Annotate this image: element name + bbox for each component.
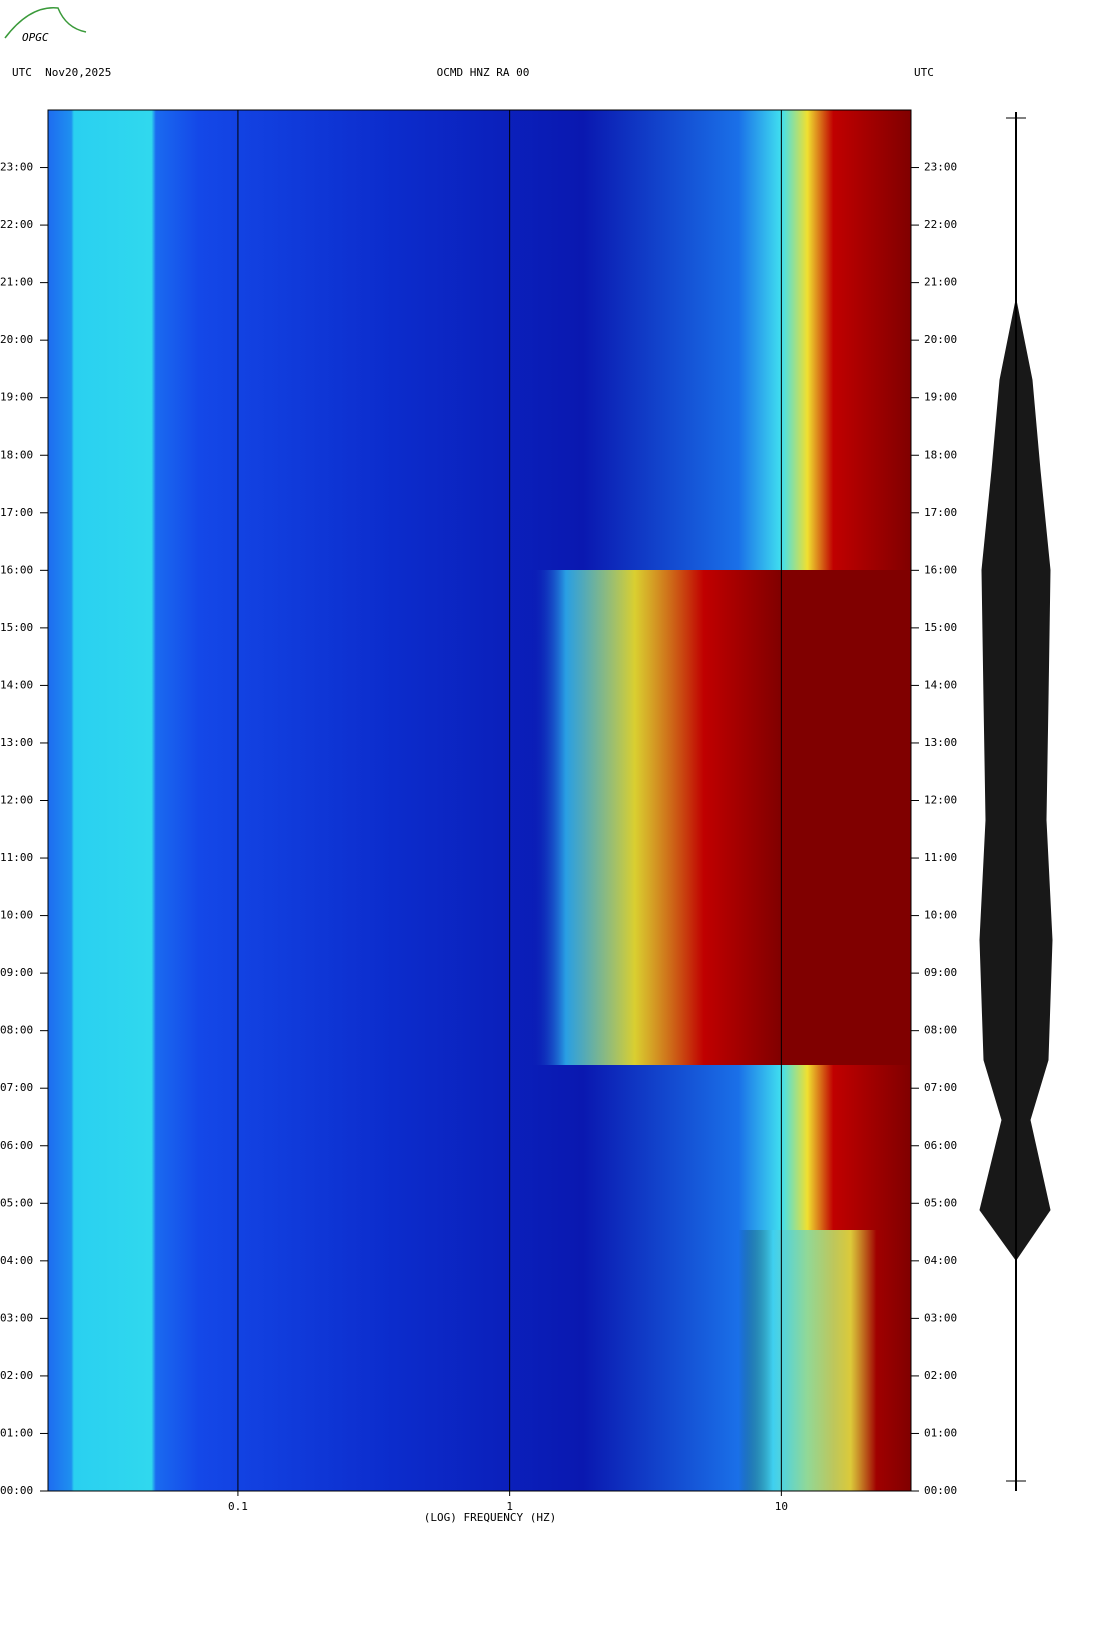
y-tick-label: 18:00 (924, 448, 957, 461)
y-tick-label: 11:00 (924, 851, 957, 864)
left-header: UTC Nov20,2025 (12, 66, 111, 79)
y-tick-label: 03:00 (924, 1311, 957, 1324)
y-tick-label: 00:00 (924, 1484, 957, 1497)
y-tick-label: 13:00 (924, 736, 957, 749)
logo-swoosh (4, 7, 87, 39)
y-tick-label: 19:00 (0, 391, 33, 404)
y-tick-label: 02:00 (924, 1369, 957, 1382)
y-tick-label: 20:00 (924, 333, 957, 346)
y-tick-label: 12:00 (0, 794, 33, 807)
y-tick-label: 02:00 (0, 1369, 33, 1382)
y-tick-label: 07:00 (924, 1081, 957, 1094)
y-tick-label: 10:00 (0, 909, 33, 922)
y-tick-label: 04:00 (924, 1254, 957, 1267)
y-tick-label: 21:00 (924, 276, 957, 289)
y-tick-label: 17:00 (924, 506, 957, 519)
x-axis-label: (LOG) FREQUENCY (HZ) (424, 1511, 556, 1524)
seismogram (979, 112, 1053, 1491)
y-tick-label: 06:00 (924, 1139, 957, 1152)
y-tick-label: 15:00 (924, 621, 957, 634)
y-tick-label: 16:00 (0, 563, 33, 576)
x-tick-label: 10 (775, 1500, 788, 1513)
y-tick-label: 21:00 (0, 276, 33, 289)
y-tick-label: 14:00 (0, 678, 33, 691)
y-tick-label: 05:00 (0, 1196, 33, 1209)
logo: OPGC (22, 31, 49, 44)
y-tick-label: 14:00 (924, 678, 957, 691)
y-tick-label: 04:00 (0, 1254, 33, 1267)
y-tick-label: 12:00 (924, 794, 957, 807)
y-tick-label: 16:00 (924, 563, 957, 576)
y-tick-label: 01:00 (0, 1426, 33, 1439)
y-tick-label: 18:00 (0, 448, 33, 461)
spectrogram-field (48, 570, 911, 1065)
y-tick-label: 01:00 (924, 1426, 957, 1439)
y-tick-label: 23:00 (0, 161, 33, 174)
y-tick-label: 07:00 (0, 1081, 33, 1094)
y-tick-label: 22:00 (0, 218, 33, 231)
spectrogram-image (48, 110, 911, 1491)
y-tick-label: 15:00 (0, 621, 33, 634)
y-tick-label: 19:00 (924, 391, 957, 404)
y-tick-label: 22:00 (924, 218, 957, 231)
trace-envelope (979, 299, 1053, 1261)
spectrogram-field (48, 1230, 911, 1491)
y-tick-label: 20:00 (0, 333, 33, 346)
x-tick-label: 0.1 (228, 1500, 248, 1513)
y-tick-label: 17:00 (0, 506, 33, 519)
y-tick-label: 23:00 (924, 161, 957, 174)
y-tick-label: 08:00 (0, 1024, 33, 1037)
y-tick-label: 13:00 (0, 736, 33, 749)
x-tick-label: 1 (506, 1500, 513, 1513)
y-tick-label: 00:00 (0, 1484, 33, 1497)
y-tick-label: 09:00 (924, 966, 957, 979)
y-tick-label: 08:00 (924, 1024, 957, 1037)
y-tick-label: 11:00 (0, 851, 33, 864)
y-tick-label: 06:00 (0, 1139, 33, 1152)
y-tick-label: 09:00 (0, 966, 33, 979)
y-tick-label: 10:00 (924, 909, 957, 922)
chart-title: OCMD HNZ RA 00 (437, 66, 530, 79)
y-tick-label: 03:00 (0, 1311, 33, 1324)
right-header: UTC (914, 66, 934, 79)
y-tick-label: 05:00 (924, 1196, 957, 1209)
